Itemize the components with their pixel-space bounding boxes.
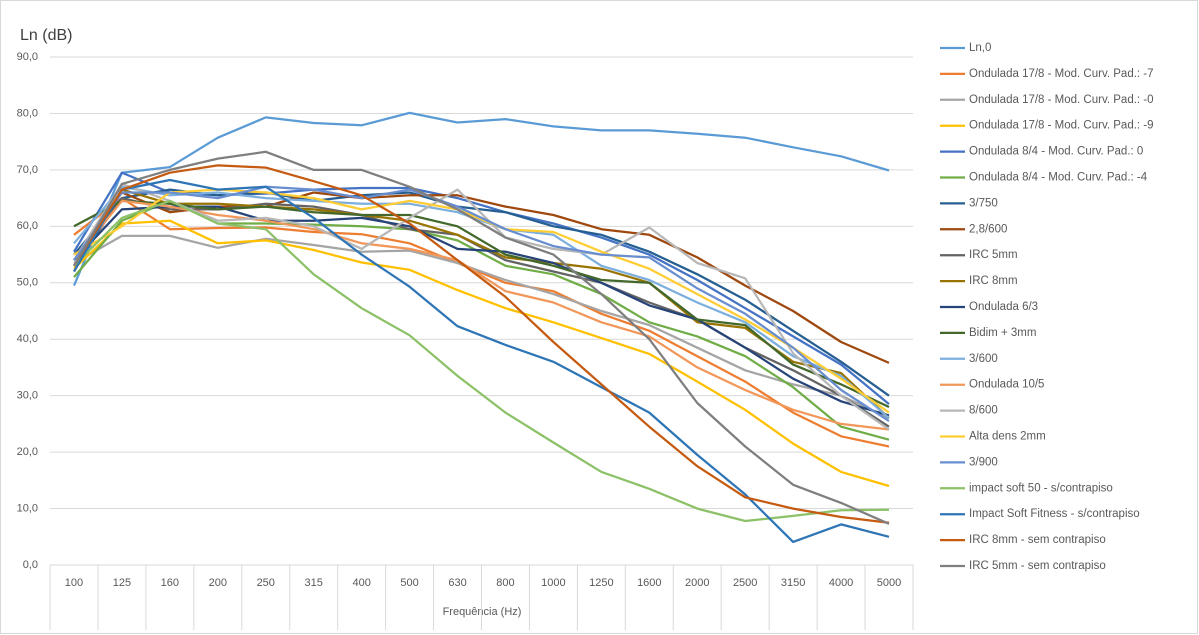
legend-label: Ondulada 17/8 - Mod. Curv. Pad.: -0 <box>969 94 1154 106</box>
x-tick-label: 160 <box>161 577 179 589</box>
x-tick-label: 2500 <box>733 577 757 589</box>
legend-label: Impact Soft Fitness - s/contrapiso <box>969 508 1140 520</box>
legend-label: IRC 5mm <box>969 249 1018 261</box>
y-tick-label: 30,0 <box>17 390 38 402</box>
legend-label: impact soft 50 - s/contrapiso <box>969 482 1113 494</box>
x-tick-label: 4000 <box>829 577 853 589</box>
y-tick-label: 20,0 <box>17 446 38 458</box>
x-tick-label: 1000 <box>541 577 565 589</box>
series-line <box>73 182 890 431</box>
legend-label: 3/900 <box>969 456 998 468</box>
x-tick-label: 250 <box>257 577 275 589</box>
legend-label: Ondulada 8/4 - Mod. Curv. Pad.: 0 <box>969 146 1143 158</box>
y-tick-label: 40,0 <box>17 333 38 345</box>
x-tick-label: 100 <box>65 577 83 589</box>
series-line <box>73 188 890 420</box>
series-line <box>73 164 890 524</box>
y-tick-label: 90,0 <box>17 51 38 63</box>
y-tick-label: 60,0 <box>17 220 38 232</box>
series-line <box>73 188 890 414</box>
x-tick-label: 500 <box>400 577 418 589</box>
y-tick-label: 0,0 <box>23 559 38 571</box>
series-line <box>73 205 890 417</box>
series-line <box>73 185 890 420</box>
x-tick-label: 125 <box>113 577 131 589</box>
legend-label: Ondulada 6/3 <box>969 301 1038 313</box>
y-axis-title: Ln (dB) <box>20 27 72 44</box>
series-line <box>73 219 890 488</box>
series-line <box>73 150 890 525</box>
y-tick-label: 10,0 <box>17 502 38 514</box>
legend-label: Ondulada 17/8 - Mod. Curv. Pad.: -9 <box>969 120 1154 132</box>
series-line <box>73 185 890 423</box>
legend-label: Ln,0 <box>969 42 991 54</box>
series-line <box>72 111 890 287</box>
legend-label: Bidim + 3mm <box>969 327 1036 339</box>
legend-label: Ondulada 8/4 - Mod. Curv. Pad.: -4 <box>969 172 1148 184</box>
legend-label: Ondulada 10/5 <box>969 379 1044 391</box>
legend-label: Alta dens 2mm <box>969 431 1046 443</box>
series-line <box>73 196 890 448</box>
legend-label: 3/750 <box>969 197 998 209</box>
x-tick-label: 5000 <box>877 577 901 589</box>
y-tick-label: 50,0 <box>17 277 38 289</box>
x-tick-label: 1250 <box>589 577 613 589</box>
series-line <box>73 178 890 544</box>
x-tick-label: 200 <box>209 577 227 589</box>
y-tick-label: 80,0 <box>17 107 38 119</box>
legend-label: IRC 8mm <box>969 275 1018 287</box>
x-tick-label: 1600 <box>637 577 661 589</box>
x-tick-label: 2000 <box>685 577 709 589</box>
series-line <box>73 234 890 420</box>
legend-label: 8/600 <box>969 405 998 417</box>
x-tick-label: 630 <box>448 577 466 589</box>
legend-label: 3/600 <box>969 353 998 365</box>
legend-label: 2,8/600 <box>969 223 1007 235</box>
series-line <box>73 188 890 397</box>
series-line <box>73 199 890 431</box>
y-tick-label: 70,0 <box>17 164 38 176</box>
x-tick-label: 800 <box>496 577 514 589</box>
series-line <box>73 199 890 409</box>
legend-label: IRC 8mm - sem contrapiso <box>969 534 1106 546</box>
x-tick-label: 3150 <box>781 577 805 589</box>
x-tick-label: 400 <box>352 577 370 589</box>
legend-label: IRC 5mm - sem contrapiso <box>969 560 1106 572</box>
legend-label: Ondulada 17/8 - Mod. Curv. Pad.: -7 <box>969 68 1154 80</box>
x-tick-label: 315 <box>305 577 323 589</box>
series-line <box>73 199 890 523</box>
